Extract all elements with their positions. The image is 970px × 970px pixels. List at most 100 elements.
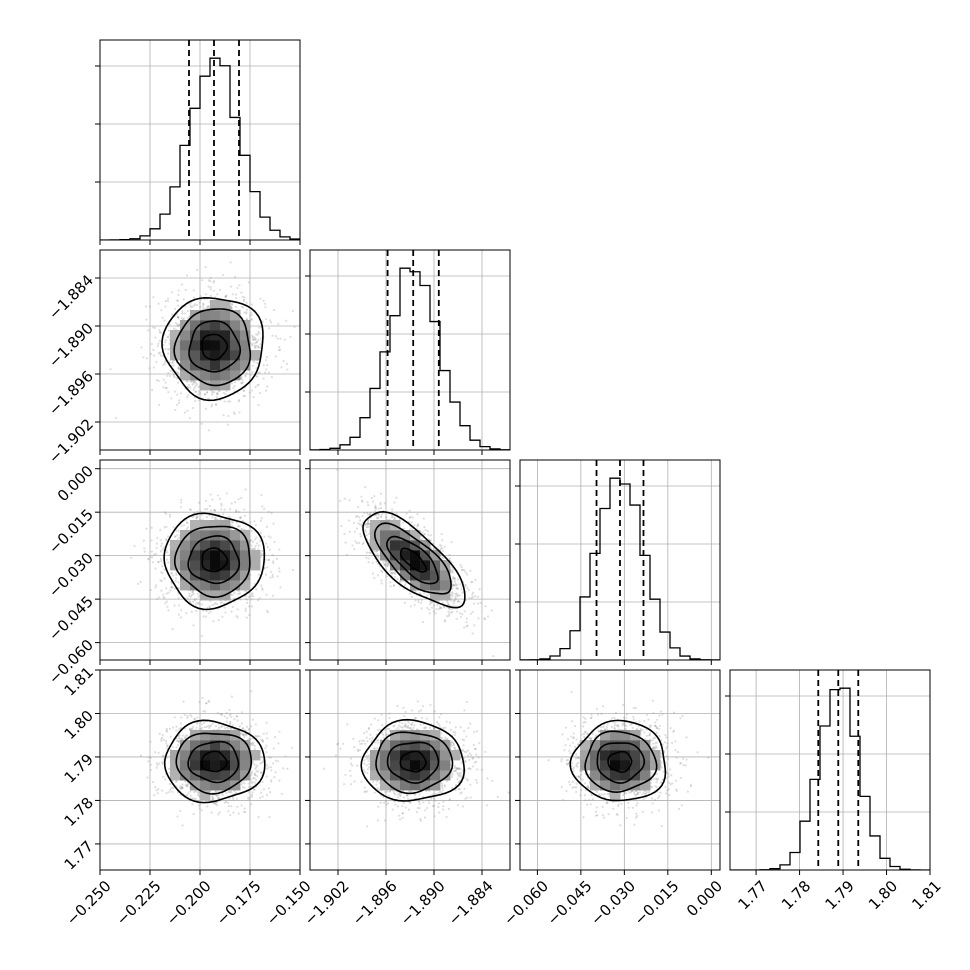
sample-point: [443, 606, 446, 609]
sample-point: [213, 391, 216, 394]
sample-point: [142, 356, 145, 359]
sample-point: [286, 368, 289, 371]
density-cell: [200, 560, 211, 571]
sample-point: [365, 534, 368, 537]
sample-point: [237, 589, 240, 593]
sample-point: [177, 367, 180, 370]
sample-point: [257, 330, 260, 333]
sample-point: [289, 335, 292, 338]
sample-point: [249, 595, 252, 598]
sample-point: [483, 618, 487, 621]
sample-point: [473, 624, 476, 627]
sample-point: [225, 492, 228, 495]
sample-point: [196, 515, 199, 518]
sample-point: [245, 312, 248, 315]
sample-point: [177, 604, 181, 607]
sample-point: [376, 553, 379, 556]
y-tick-label: −1.890: [45, 319, 97, 371]
sample-point: [366, 523, 369, 526]
sample-point: [212, 280, 216, 283]
sample-point: [250, 334, 254, 337]
sample-point: [255, 542, 259, 545]
sample-point: [379, 501, 382, 504]
density-cell: [170, 330, 181, 341]
sample-point: [440, 532, 443, 536]
density-cell: [240, 580, 251, 591]
sample-point: [174, 572, 178, 575]
sample-point: [253, 360, 256, 364]
density-cell: [180, 360, 191, 371]
sample-point: [161, 316, 164, 319]
sample-point: [170, 582, 173, 585]
sample-point: [168, 513, 172, 516]
density-cell: [180, 340, 191, 351]
sample-point: [245, 371, 248, 375]
sample-point: [170, 291, 174, 294]
density-cell: [220, 310, 231, 321]
sample-point: [192, 289, 195, 292]
sample-point: [186, 409, 189, 412]
sample-point: [358, 519, 362, 522]
density-cell: [240, 360, 251, 371]
sample-point: [200, 603, 203, 606]
sample-point: [398, 580, 402, 583]
sample-point: [160, 560, 163, 563]
sample-point: [169, 515, 172, 518]
sample-point: [254, 344, 258, 348]
sample-point: [161, 354, 164, 357]
sample-point: [170, 313, 174, 316]
sample-point: [205, 515, 209, 519]
sample-point: [175, 529, 178, 532]
sample-point: [177, 316, 180, 319]
sample-point: [233, 412, 236, 416]
sample-point: [243, 514, 246, 517]
sample-point: [416, 524, 420, 527]
sample-point: [171, 361, 174, 365]
sample-point: [200, 422, 203, 425]
sample-point: [383, 563, 386, 566]
sample-point: [454, 598, 457, 601]
sample-point: [348, 530, 351, 533]
sample-point: [214, 403, 218, 407]
sample-point: [165, 386, 168, 390]
density-cell: [180, 330, 191, 341]
sample-point: [237, 592, 240, 596]
sample-point: [257, 544, 260, 547]
sample-point: [360, 524, 363, 527]
sample-point: [386, 564, 389, 568]
sample-point: [250, 343, 254, 347]
sample-point: [490, 609, 493, 612]
sample-point: [159, 538, 162, 542]
sample-point: [448, 557, 451, 560]
sample-point: [197, 602, 200, 605]
sample-point: [459, 615, 463, 618]
sample-point: [218, 288, 221, 291]
sample-point: [157, 342, 160, 345]
sample-point: [250, 529, 253, 532]
sample-point: [230, 303, 234, 307]
sample-point: [238, 592, 241, 595]
sample-point: [374, 509, 377, 513]
sample-point: [441, 550, 444, 553]
sample-point: [240, 370, 243, 373]
sample-point: [149, 555, 152, 559]
sample-point: [215, 393, 219, 396]
sample-point: [222, 273, 225, 277]
sample-point: [236, 286, 239, 290]
sample-point: [214, 601, 217, 605]
sample-point: [203, 393, 207, 396]
sample-point: [159, 528, 162, 532]
density-cell: [190, 560, 201, 571]
density-cell: [210, 520, 221, 531]
sample-point: [226, 423, 230, 426]
contour-line: [187, 535, 241, 585]
sample-point: [145, 357, 148, 360]
sample-point: [361, 500, 364, 503]
sample-point: [209, 509, 213, 512]
sample-point: [172, 574, 175, 577]
sample-point: [172, 373, 176, 376]
sample-point: [261, 588, 264, 591]
sample-point: [231, 521, 234, 524]
sample-point: [264, 371, 267, 374]
sample-point: [256, 375, 259, 378]
